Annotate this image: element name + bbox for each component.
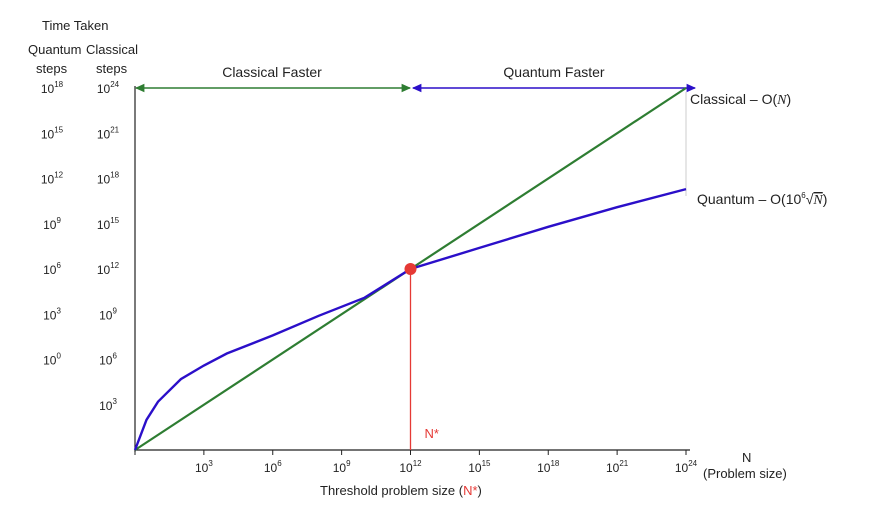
quantum-label-n: N: [812, 193, 823, 208]
classical-header-line2: steps: [96, 61, 128, 76]
classical-tick-12-base: 10: [97, 263, 111, 277]
quantum-label-suffix: ): [823, 191, 828, 207]
threshold-point: [404, 263, 417, 275]
classical-tick-24-base: 10: [97, 82, 111, 96]
series-quantum-label: Quantum – O(106√N): [697, 191, 827, 208]
x-tick-9-base: 10: [333, 461, 347, 475]
x-axis-ticks: 103 106 109 1012 1015 1018 1021 1024: [134, 450, 698, 475]
quantum-tick-12-exp: 12: [54, 171, 63, 180]
quantum-label-prefix: Quantum – O(10: [697, 191, 801, 207]
x-tick-21-exp: 21: [619, 459, 628, 468]
classical-label-prefix: Classical – O(: [690, 91, 777, 107]
series-quantum-line: [133, 187, 687, 451]
quantum-header-line1: Quantum: [28, 42, 81, 57]
quantum-tick-6-base: 10: [43, 263, 57, 277]
threshold-caption: Threshold problem size (N*): [320, 483, 482, 498]
quantum-tick-12-base: 10: [41, 173, 55, 187]
classical-tick-15-exp: 15: [110, 216, 119, 225]
classical-tick-15-base: 10: [97, 218, 111, 232]
x-tick-6-base: 10: [264, 461, 278, 475]
threshold-caption-marker: N*: [463, 483, 477, 498]
x-tick-12-exp: 12: [413, 459, 422, 468]
quantum-tick-3: 103: [43, 306, 61, 322]
x-tick-18-exp: 18: [550, 459, 559, 468]
classical-tick-18: 1018: [97, 171, 120, 187]
quantum-tick-18-base: 10: [41, 82, 55, 96]
quantum-tick-18: 1018: [41, 80, 64, 96]
quantum-tick-6-exp: 6: [56, 261, 61, 270]
x-tick-12: 1012: [399, 459, 422, 475]
x-tick-6-exp: 6: [277, 459, 282, 468]
quantum-tick-9-exp: 9: [56, 216, 61, 225]
classical-tick-6: 106: [99, 352, 117, 368]
quantum-tick-0-exp: 0: [56, 352, 61, 361]
quantum-tick-15: 1015: [41, 125, 64, 141]
x-tick-15-exp: 15: [482, 459, 491, 468]
x-tick-12-base: 10: [399, 461, 413, 475]
x-tick-18: 1018: [537, 459, 560, 475]
quantum-tick-3-exp: 3: [56, 306, 61, 315]
quantum-tick-6: 106: [43, 261, 61, 277]
threshold-point-label: N*: [425, 426, 439, 441]
x-tick-15-base: 10: [468, 461, 482, 475]
x-tick-18-base: 10: [537, 461, 551, 475]
classical-header-line1: Classical: [86, 42, 138, 57]
quantum-tick-9: 109: [43, 216, 61, 232]
quantum-label-exp: 6: [801, 191, 806, 200]
x-tick-9-exp: 9: [346, 459, 351, 468]
quantum-tick-12: 1012: [41, 171, 64, 187]
threshold-caption-prefix: Threshold problem size (: [320, 483, 464, 498]
classical-tick-21-base: 10: [97, 127, 111, 141]
classical-label-suffix: ): [786, 91, 791, 107]
classical-tick-24-exp: 24: [110, 80, 119, 89]
x-axis-label-problem-size: (Problem size): [703, 466, 787, 481]
quantum-tick-18-exp: 18: [54, 80, 63, 89]
x-tick-9: 109: [333, 459, 351, 475]
quantum-tick-9-base: 10: [43, 218, 57, 232]
classical-tick-21: 1021: [97, 125, 120, 141]
x-tick-3: 103: [195, 459, 213, 475]
threshold-caption-suffix: ): [478, 483, 482, 498]
quantum-faster-label: Quantum Faster: [503, 64, 604, 80]
y-axis-title: Time Taken: [42, 18, 108, 33]
x-tick-21-base: 10: [606, 461, 620, 475]
classical-tick-24: 1024: [97, 80, 120, 96]
classical-tick-3-base: 10: [99, 399, 113, 413]
x-tick-24-exp: 24: [688, 459, 697, 468]
classical-tick-6-exp: 6: [112, 352, 117, 361]
classical-tick-6-base: 10: [99, 354, 113, 368]
classical-tick-18-base: 10: [97, 173, 111, 187]
classical-faster-label: Classical Faster: [222, 64, 322, 80]
classical-tick-12: 1012: [97, 261, 120, 277]
quantum-label-sqrt: √: [806, 191, 814, 207]
x-tick-24: 1024: [675, 459, 698, 475]
quantum-tick-15-base: 10: [41, 127, 55, 141]
x-tick-6: 106: [264, 459, 282, 475]
quantum-tick-0-base: 10: [43, 354, 57, 368]
classical-label-n: N: [776, 93, 787, 108]
classical-tick-9-exp: 9: [112, 306, 117, 315]
x-tick-15: 1015: [468, 459, 491, 475]
classical-tick-9-base: 10: [99, 308, 113, 322]
classical-tick-18-exp: 18: [110, 171, 119, 180]
x-tick-21: 1021: [606, 459, 629, 475]
x-tick-3-exp: 3: [208, 459, 213, 468]
classical-tick-3-exp: 3: [112, 397, 117, 406]
quantum-tick-15-exp: 15: [54, 125, 63, 134]
x-tick-24-base: 10: [675, 461, 689, 475]
classical-tick-3: 103: [99, 397, 117, 413]
classical-tick-21-exp: 21: [110, 125, 119, 134]
classical-tick-12-exp: 12: [110, 261, 119, 270]
classical-tick-15: 1015: [97, 216, 120, 232]
quantum-tick-3-base: 10: [43, 308, 57, 322]
classical-tick-9: 109: [99, 306, 117, 322]
quantum-tick-0: 100: [43, 352, 61, 368]
x-axis-label-n: N: [742, 450, 751, 465]
series-classical-label: Classical – O(N): [690, 91, 791, 108]
x-tick-3-base: 10: [195, 461, 209, 475]
quantum-header-line2: steps: [36, 61, 68, 76]
